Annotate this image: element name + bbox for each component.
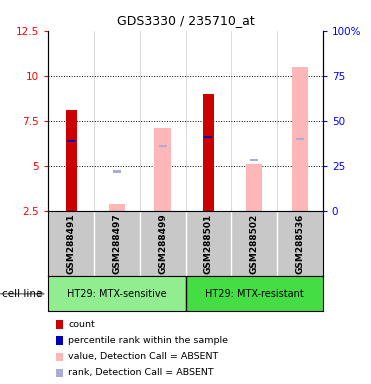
Title: GDS3330 / 235710_at: GDS3330 / 235710_at (116, 14, 255, 27)
Bar (186, 276, 323, 311)
Text: HT29: MTX-sensitive: HT29: MTX-sensitive (67, 289, 167, 299)
Bar (154, 128, 171, 211)
Bar (250, 159, 258, 161)
Text: GSM288499: GSM288499 (158, 214, 167, 274)
Text: GSM288502: GSM288502 (250, 214, 259, 274)
Bar (113, 170, 121, 172)
Bar (204, 136, 213, 138)
Bar (67, 140, 75, 142)
Text: rank, Detection Call = ABSENT: rank, Detection Call = ABSENT (68, 368, 214, 377)
Bar (48, 276, 186, 311)
Text: GSM288491: GSM288491 (67, 214, 76, 274)
Text: HT29: MTX-resistant: HT29: MTX-resistant (205, 289, 303, 299)
Text: GSM288501: GSM288501 (204, 214, 213, 274)
Bar (296, 138, 304, 140)
Bar (203, 94, 214, 211)
Bar (292, 67, 308, 211)
Text: GSM288497: GSM288497 (112, 214, 121, 274)
Bar (109, 204, 125, 211)
Text: count: count (68, 320, 95, 329)
Text: value, Detection Call = ABSENT: value, Detection Call = ABSENT (68, 352, 219, 361)
Bar (246, 164, 262, 211)
Text: cell line: cell line (2, 289, 42, 299)
Text: percentile rank within the sample: percentile rank within the sample (68, 336, 228, 345)
Text: GSM288536: GSM288536 (295, 214, 304, 274)
Bar (66, 110, 76, 211)
Bar (158, 145, 167, 147)
